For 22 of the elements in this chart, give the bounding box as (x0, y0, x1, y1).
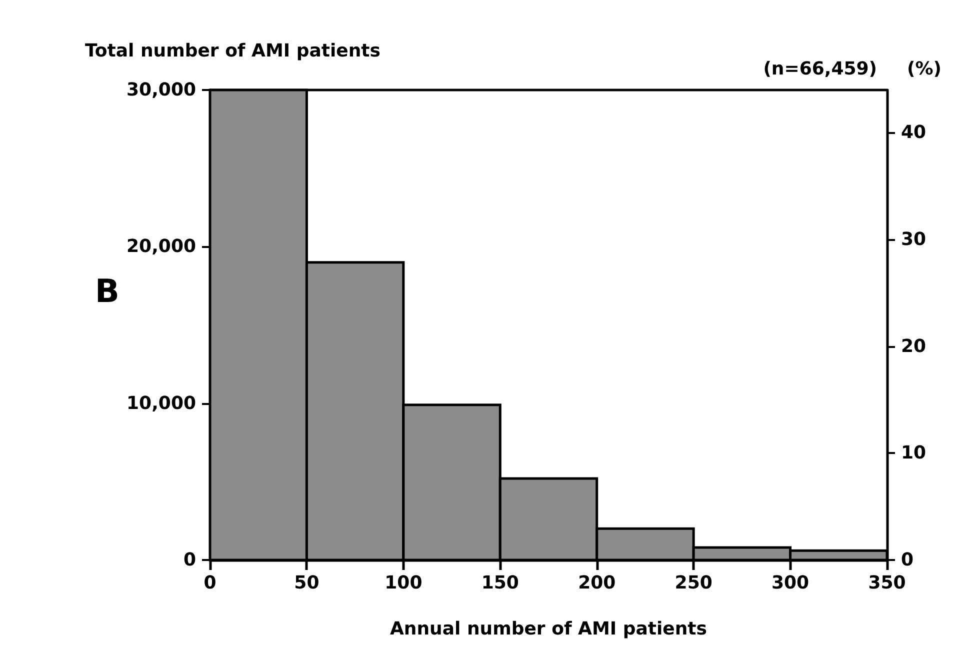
y-tick-label: 10,000 (126, 392, 196, 414)
x-tick-label: 100 (384, 572, 422, 594)
y-axis-title: Total number of AMI patients (85, 40, 380, 62)
x-tick-label: 300 (771, 572, 810, 594)
x-tick-label: 0 (204, 572, 216, 594)
y-tick-label: 30,000 (126, 80, 196, 100)
text: B (95, 272, 120, 310)
text: (n=66,459) (763, 58, 878, 80)
y2-tick-label: 40 (901, 122, 926, 144)
y2-tick-label: 30 (901, 229, 926, 250)
y2-tick-label: 10 (901, 442, 926, 464)
x-axis-title: Annual number of AMI patients (390, 618, 707, 640)
x-tick-label: 150 (481, 572, 519, 594)
y-tick-label: 0 (183, 550, 196, 570)
y-tick-label: 20,000 (126, 236, 196, 258)
y2-tick-label: 20 (901, 336, 926, 357)
y2-tick-label: 0 (901, 550, 914, 570)
y2-axis-title: (%) (907, 58, 942, 80)
x-tick-label: 200 (578, 572, 616, 594)
x-tick-label: 250 (674, 572, 712, 594)
x-tick-label: 50 (294, 572, 320, 594)
x-tick-label: 350 (868, 572, 906, 594)
